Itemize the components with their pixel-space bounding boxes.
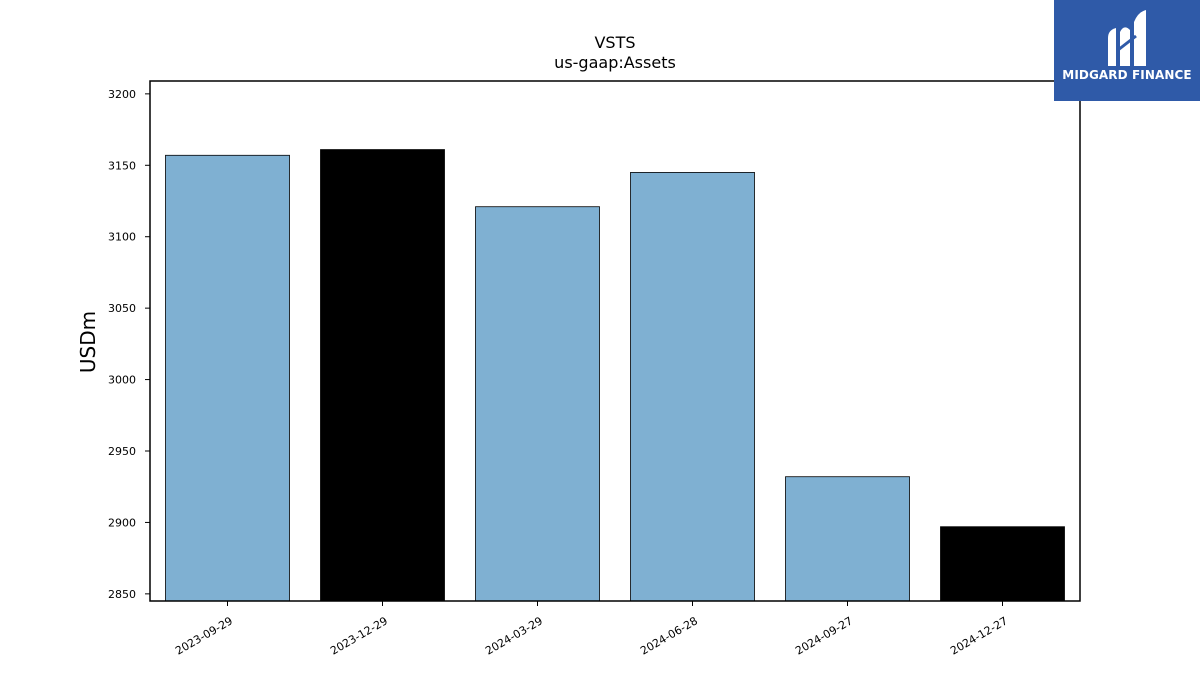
y-tick-label: 3150	[108, 159, 136, 172]
y-axis: 2850 2900 2950 3000 3050 3100 3150 3200	[108, 88, 150, 601]
x-tick-label: 2024-12-27	[948, 614, 1010, 657]
y-tick-label: 3000	[108, 374, 136, 387]
bar-2024-12-27	[940, 526, 1065, 602]
bar-2024-09-27	[785, 476, 910, 602]
bar-2023-09-29	[165, 154, 290, 602]
x-tick-label: 2024-06-28	[638, 614, 700, 657]
chart-subtitle: us-gaap:Assets	[554, 53, 676, 72]
x-tick-label: 2023-09-29	[173, 614, 235, 657]
y-axis-label: USDm	[76, 311, 100, 373]
y-tick-label: 2850	[108, 588, 136, 601]
plot-frame	[149, 80, 1081, 602]
x-axis: 2023-09-29 2023-12-29 2024-03-29 2024-06-28…	[173, 601, 1010, 658]
x-tick-label: 2024-03-29	[483, 614, 545, 657]
x-tick-label: 2023-12-29	[328, 614, 390, 657]
y-tick-label: 3100	[108, 231, 136, 244]
brand-logo: MIDGARD FINANCE	[1054, 0, 1200, 101]
bar-2024-03-29	[475, 206, 600, 602]
bar-2024-06-28	[630, 172, 755, 602]
bars-group	[165, 149, 1065, 602]
y-tick-label: 3200	[108, 88, 136, 101]
y-tick-label: 2900	[108, 516, 136, 529]
y-tick-label: 3050	[108, 302, 136, 315]
logo-text: MIDGARD FINANCE	[1062, 68, 1192, 82]
chart-title: VSTS	[594, 33, 635, 52]
x-tick-label: 2024-09-27	[793, 614, 855, 657]
y-tick-label: 2950	[108, 445, 136, 458]
logo-mark-icon	[1108, 10, 1146, 66]
bar-2023-12-29	[320, 149, 445, 602]
